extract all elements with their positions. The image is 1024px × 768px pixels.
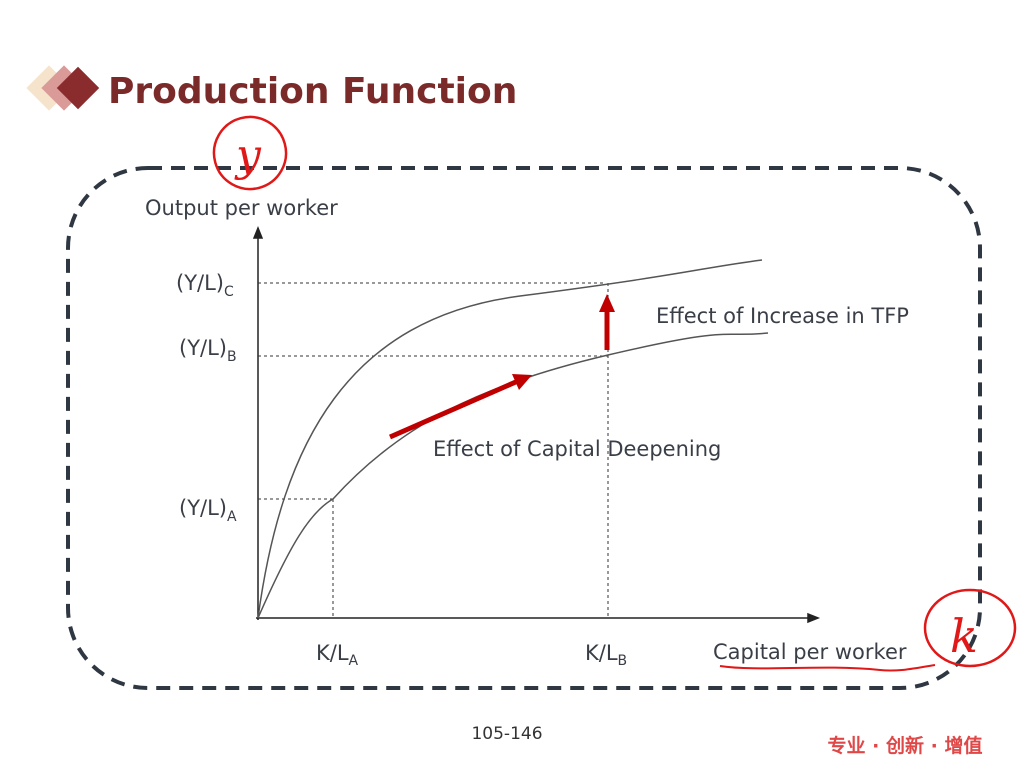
tfp-effect-label: Effect of Increase in TFP: [656, 304, 909, 328]
axes: [252, 225, 821, 624]
slide-title: Production Function: [108, 71, 517, 112]
dashed-frame: [66, 166, 982, 690]
capital-deepening-label: Effect of Capital Deepening: [433, 437, 721, 461]
handwritten-k-annotation: k: [923, 588, 1017, 668]
x-axis-arrow-icon: [807, 612, 821, 624]
svg-text:y: y: [234, 130, 262, 181]
production-curve-high-tfp: [257, 259, 763, 619]
y-tick-c: (Y/L)C: [176, 271, 234, 300]
y-tick-b: (Y/L)B: [179, 336, 237, 365]
handwritten-underline: [719, 664, 936, 672]
page-number: 105-146: [471, 724, 542, 744]
handwritten-y-annotation: y: [212, 115, 288, 191]
y-axis-arrow-icon: [252, 225, 264, 239]
x-tick-b: K/LB: [585, 641, 627, 669]
capital-deepening-arrow-icon: [388, 374, 532, 440]
y-tick-a: (Y/L)A: [179, 496, 237, 525]
tfp-increase-arrow-icon: [599, 294, 615, 350]
diamond-logo-icon: [26, 65, 100, 111]
svg-text:k: k: [950, 609, 978, 663]
x-axis-label: Capital per worker: [713, 640, 907, 664]
y-axis-label: Output per worker: [145, 196, 338, 220]
x-tick-a: K/LA: [316, 641, 359, 669]
footer-slogan: 专业 · 创新 · 增值: [828, 734, 983, 757]
